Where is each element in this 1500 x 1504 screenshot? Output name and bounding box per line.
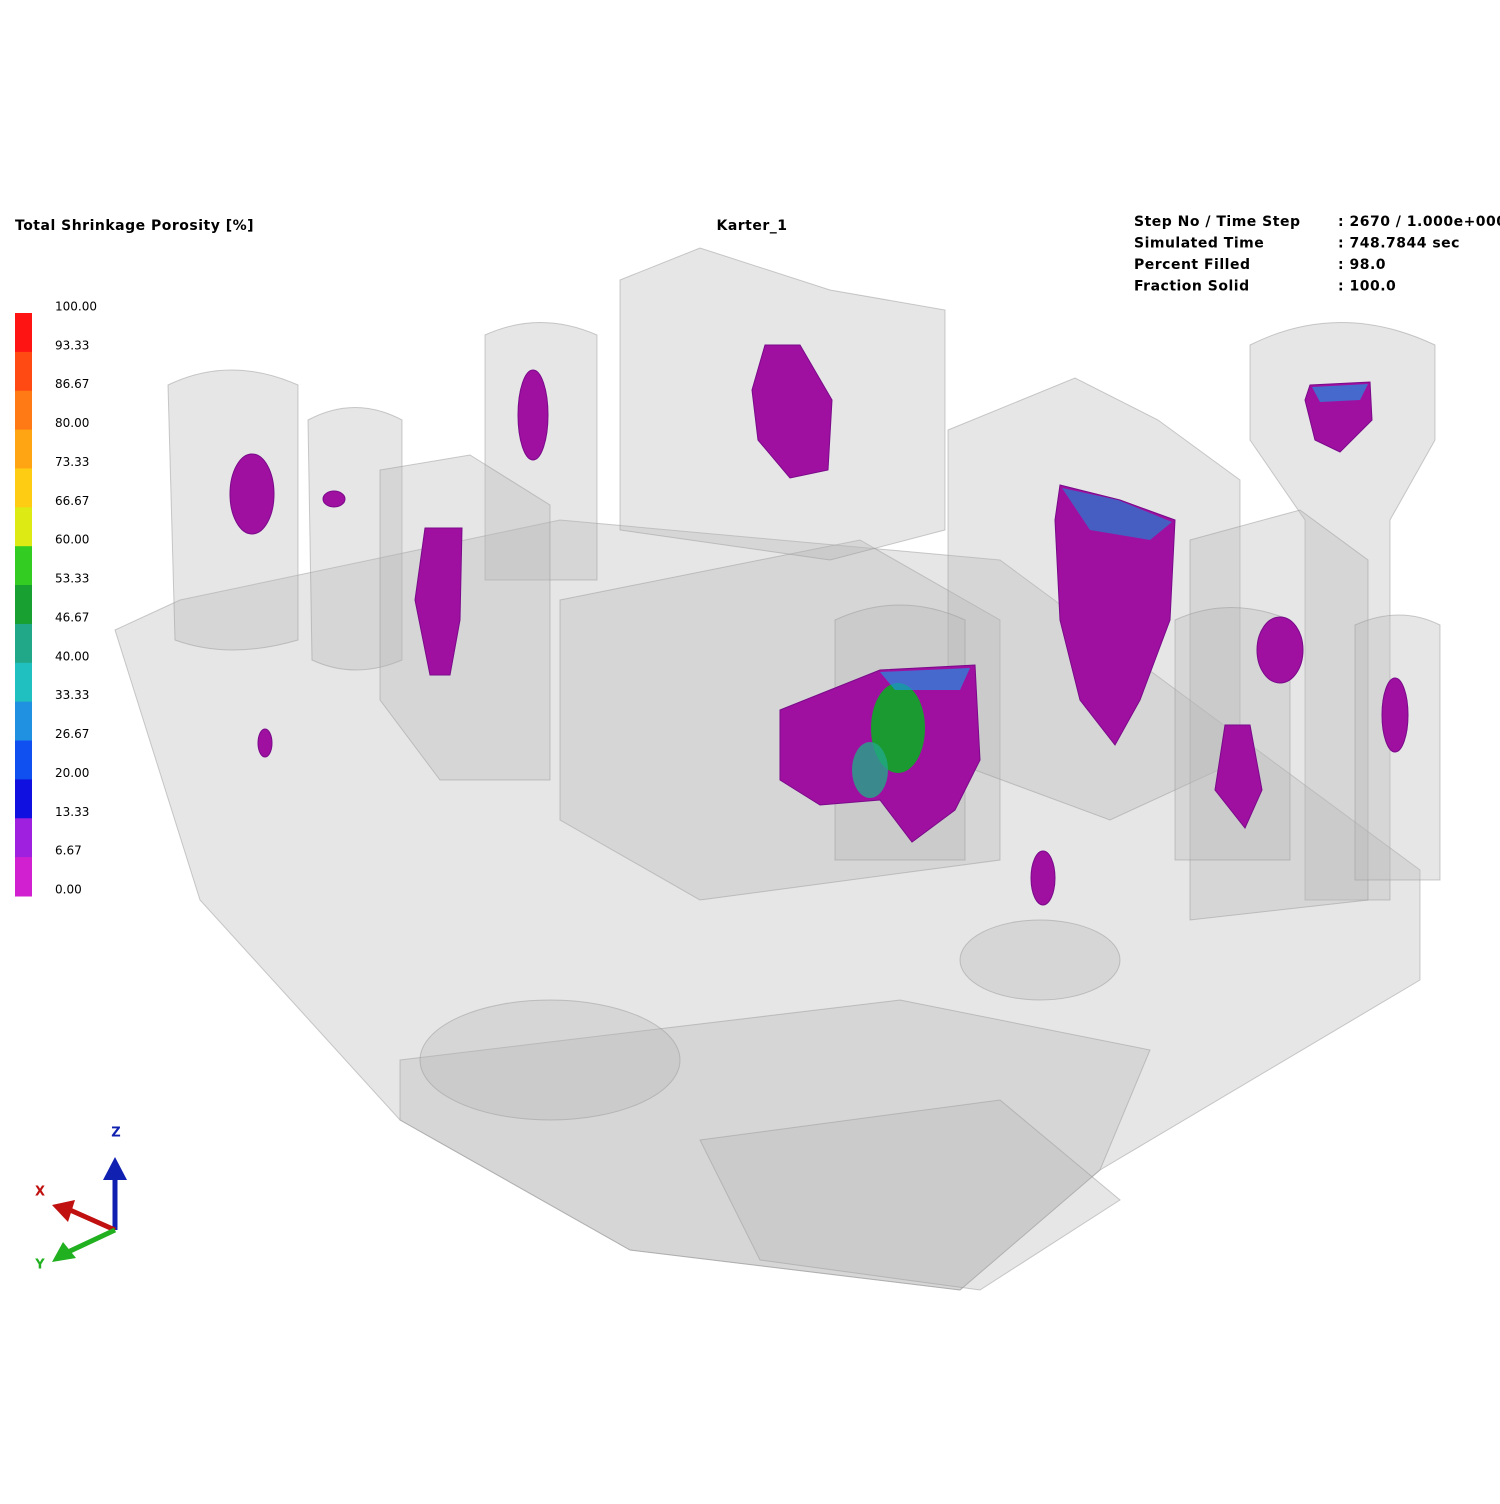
axis-label-z: Z [111, 1126, 120, 1141]
color-legend: 100.00 93.33 86.67 80.00 73.33 66.67 60.00 53.3… [15, 300, 97, 897]
legend-label: 53.33 [55, 572, 89, 586]
info-value: : 2670 / 1.000e+000 [1338, 214, 1500, 230]
legend-swatch [15, 857, 32, 897]
legend-swatch [15, 662, 32, 703]
info-label: Simulated Time [1134, 236, 1264, 252]
legend-label: 66.67 [55, 494, 89, 508]
legend-label: 100.00 [55, 300, 97, 314]
legend-swatch [15, 818, 32, 858]
legend-label: 93.33 [55, 338, 89, 352]
legend-label: 0.00 [55, 883, 82, 897]
legend-label: 46.67 [55, 610, 89, 624]
legend-label: 60.00 [55, 533, 89, 547]
legend-swatch [15, 351, 32, 392]
legend-swatch [15, 623, 32, 664]
info-value: : 98.0 [1338, 257, 1386, 273]
legend-label: 33.33 [55, 688, 89, 702]
legend-swatch [15, 313, 32, 353]
axis-label-x: X [35, 1185, 45, 1200]
info-value: : 748.7844 sec [1338, 236, 1460, 252]
info-label: Percent Filled [1134, 257, 1250, 273]
legend-swatch [15, 701, 32, 742]
legend-title: Total Shrinkage Porosity [%] [15, 218, 254, 234]
model-name: Karter_1 [716, 218, 787, 234]
legend-label: 86.67 [55, 377, 89, 391]
legend-swatch [15, 779, 32, 819]
info-label: Step No / Time Step [1134, 214, 1300, 230]
legend-swatch [15, 546, 32, 586]
legend-swatch [15, 585, 32, 625]
axis-triad: Z X Y [34, 1126, 127, 1273]
legend-label: 26.67 [55, 727, 89, 741]
axis-label-y: Y [34, 1258, 45, 1273]
legend-label: 13.33 [55, 805, 89, 819]
info-value: : 100.0 [1338, 279, 1396, 295]
legend-label: 80.00 [55, 416, 89, 430]
legend-label: 6.67 [55, 844, 82, 858]
legend-swatch [15, 740, 32, 780]
legend-swatch [15, 429, 32, 469]
porosity-highlights [852, 384, 1368, 798]
legend-swatch [15, 507, 32, 547]
legend-swatch [15, 468, 32, 508]
legend-swatch [15, 390, 32, 431]
info-label: Fraction Solid [1134, 279, 1250, 295]
legend-label: 20.00 [55, 766, 89, 780]
legend-label: 40.00 [55, 649, 89, 663]
legend-label: 73.33 [55, 455, 89, 469]
info-panel: Step No / Time Step : 2670 / 1.000e+000 Si… [1134, 214, 1500, 295]
